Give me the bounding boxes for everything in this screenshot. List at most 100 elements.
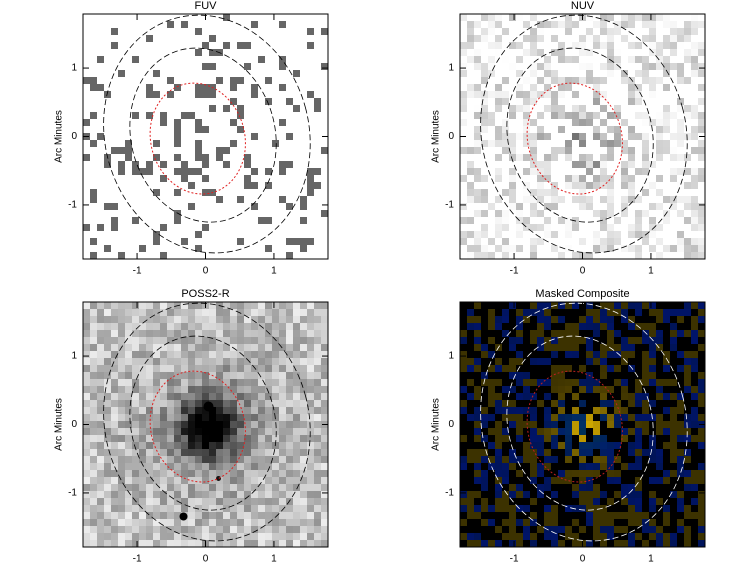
pixel xyxy=(160,365,167,372)
pixel xyxy=(607,224,614,231)
pixel xyxy=(307,175,314,182)
contour xyxy=(103,302,311,542)
pixel xyxy=(307,168,314,175)
pixel xyxy=(460,491,467,498)
pixel xyxy=(642,449,649,456)
pixel xyxy=(670,337,677,344)
pixel xyxy=(628,224,635,231)
pixel xyxy=(97,323,104,330)
pixel xyxy=(139,302,146,309)
pixel xyxy=(132,316,139,323)
pixel xyxy=(677,119,684,126)
pixel xyxy=(111,421,118,428)
pixel xyxy=(321,330,328,337)
pixel xyxy=(586,386,593,393)
x-tick-label: -1 xyxy=(510,266,519,277)
pixel xyxy=(495,498,502,505)
pixel xyxy=(530,154,537,161)
pixel xyxy=(537,133,544,140)
pixel xyxy=(104,470,111,477)
pixel xyxy=(684,238,691,245)
pixel xyxy=(314,330,321,337)
pixel xyxy=(104,161,111,168)
pixel xyxy=(174,393,181,400)
pixel xyxy=(586,379,593,386)
pixel xyxy=(579,449,586,456)
pixel xyxy=(251,484,258,491)
pixel xyxy=(300,302,307,309)
pixel xyxy=(684,245,691,252)
pixel xyxy=(139,358,146,365)
y-tick-label: 1 xyxy=(71,351,77,362)
pixel xyxy=(628,182,635,189)
pixel xyxy=(600,196,607,203)
pixel xyxy=(153,238,160,245)
pixel xyxy=(530,435,537,442)
pixel xyxy=(481,540,488,547)
pixel xyxy=(691,245,698,252)
pixel xyxy=(509,414,516,421)
pixel xyxy=(146,407,153,414)
pixel xyxy=(677,133,684,140)
pixel xyxy=(153,330,160,337)
pixel xyxy=(495,168,502,175)
pixel xyxy=(195,421,202,428)
pixel xyxy=(104,393,111,400)
pixel xyxy=(167,351,174,358)
pixel xyxy=(307,309,314,316)
pixel xyxy=(670,421,677,428)
pixel xyxy=(607,42,614,49)
pixel xyxy=(300,358,307,365)
pixel xyxy=(153,154,160,161)
pixel xyxy=(677,238,684,245)
pixel xyxy=(251,133,258,140)
pixel xyxy=(537,330,544,337)
pixel xyxy=(279,533,286,540)
pixel xyxy=(670,35,677,42)
pixel xyxy=(537,168,544,175)
pixel xyxy=(160,175,167,182)
pixel xyxy=(258,358,265,365)
pixel xyxy=(656,463,663,470)
pixel xyxy=(579,154,586,161)
y-tick-label: 0 xyxy=(448,419,454,430)
pixel xyxy=(258,365,265,372)
pixel xyxy=(551,533,558,540)
pixel xyxy=(286,477,293,484)
pixel xyxy=(265,470,272,477)
pixel xyxy=(258,344,265,351)
pixel xyxy=(279,386,286,393)
pixel xyxy=(279,344,286,351)
pixel xyxy=(481,519,488,526)
pixel xyxy=(551,512,558,519)
pixel xyxy=(565,175,572,182)
pixel xyxy=(111,337,118,344)
pixel xyxy=(628,302,635,309)
pixel xyxy=(656,14,663,21)
pixel xyxy=(153,351,160,358)
pixel xyxy=(474,133,481,140)
pixel xyxy=(635,484,642,491)
pixel xyxy=(307,189,314,196)
pixel xyxy=(523,98,530,105)
pixel xyxy=(118,337,125,344)
pixel xyxy=(97,435,104,442)
pixel xyxy=(698,379,705,386)
pixel xyxy=(153,372,160,379)
pixel xyxy=(649,161,656,168)
pixel xyxy=(90,470,97,477)
pixel xyxy=(488,379,495,386)
pixel xyxy=(265,442,272,449)
pixel xyxy=(551,147,558,154)
pixel xyxy=(251,449,258,456)
pixel xyxy=(684,435,691,442)
pixel xyxy=(628,77,635,84)
pixel xyxy=(593,358,600,365)
pixel xyxy=(698,526,705,533)
pixel xyxy=(293,238,300,245)
pixel xyxy=(174,386,181,393)
pixel xyxy=(153,491,160,498)
pixel xyxy=(558,386,565,393)
pixel xyxy=(698,330,705,337)
pixel xyxy=(481,210,488,217)
